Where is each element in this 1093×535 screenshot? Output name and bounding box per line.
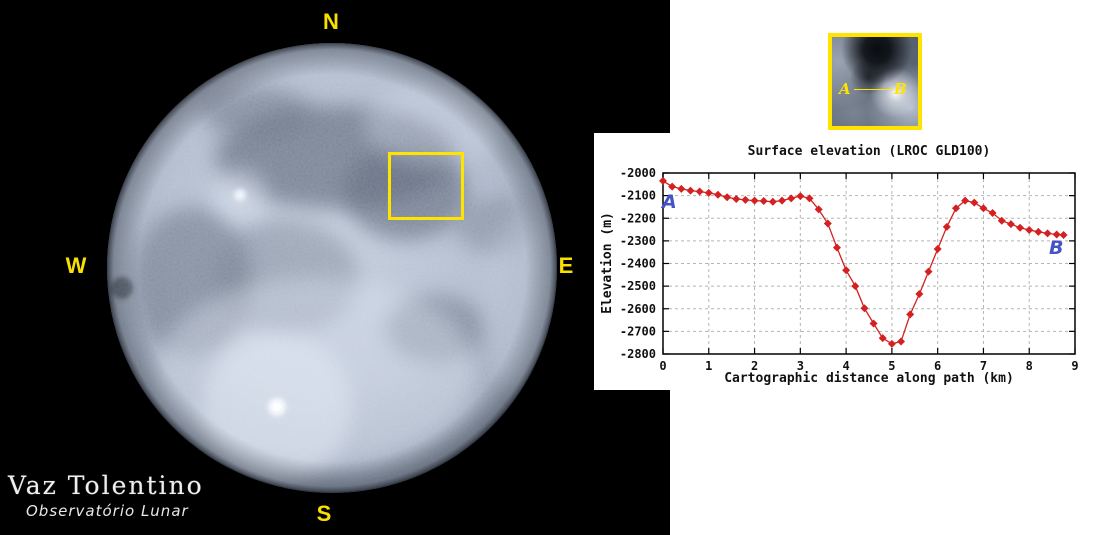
svg-text:-2400: -2400 bbox=[620, 257, 656, 271]
point-a-label: A bbox=[662, 191, 677, 213]
inset-point-a-label: A bbox=[839, 80, 851, 98]
svg-text:-2100: -2100 bbox=[620, 189, 656, 203]
svg-text:7: 7 bbox=[980, 359, 987, 373]
watermark: Vaz Tolentino Observatório Lunar bbox=[8, 471, 204, 520]
svg-text:-2300: -2300 bbox=[620, 234, 656, 248]
elevation-chart-panel: Surface elevation (LROC GLD100) Elevatio… bbox=[594, 133, 1093, 390]
selection-box bbox=[388, 152, 464, 220]
svg-text:4: 4 bbox=[842, 359, 849, 373]
inset-image: A B bbox=[828, 33, 922, 130]
moon-panel: N W E S Vaz Tolentino Observatório Lunar bbox=[0, 0, 670, 535]
compass-west-label: W bbox=[65, 253, 87, 278]
svg-text:6: 6 bbox=[934, 359, 941, 373]
watermark-subtitle: Observatório Lunar bbox=[26, 502, 189, 520]
svg-text:8: 8 bbox=[1026, 359, 1033, 373]
inset-point-b-label: B bbox=[894, 80, 907, 98]
chart-plot: 0 1 2 3 4 5 6 7 8 9 -2000 -2100 -2200 -2300 -2400 -2500… bbox=[594, 133, 1093, 390]
svg-text:9: 9 bbox=[1071, 359, 1078, 373]
svg-text:0: 0 bbox=[659, 359, 666, 373]
svg-text:-2800: -2800 bbox=[620, 347, 656, 361]
svg-text:1: 1 bbox=[705, 359, 712, 373]
svg-text:-2200: -2200 bbox=[620, 211, 656, 225]
svg-text:-2000: -2000 bbox=[620, 166, 656, 180]
compass-north-label: N bbox=[323, 9, 339, 34]
svg-text:2: 2 bbox=[751, 359, 758, 373]
svg-text:-2600: -2600 bbox=[620, 302, 656, 316]
watermark-name: Vaz Tolentino bbox=[8, 471, 204, 500]
moon-image bbox=[106, 42, 558, 494]
compass-south-label: S bbox=[316, 501, 332, 526]
inset-path-line bbox=[854, 89, 893, 90]
x-axis-label: Cartographic distance along path (km) bbox=[724, 371, 1014, 386]
svg-text:-2700: -2700 bbox=[620, 324, 656, 338]
svg-text:-2500: -2500 bbox=[620, 279, 656, 293]
chart-title: Surface elevation (LROC GLD100) bbox=[747, 144, 991, 159]
svg-text:3: 3 bbox=[797, 359, 804, 373]
svg-text:5: 5 bbox=[888, 359, 895, 373]
point-b-label: B bbox=[1049, 237, 1064, 259]
compass-east-label: E bbox=[558, 253, 574, 278]
moon-photo-svg bbox=[107, 43, 557, 493]
